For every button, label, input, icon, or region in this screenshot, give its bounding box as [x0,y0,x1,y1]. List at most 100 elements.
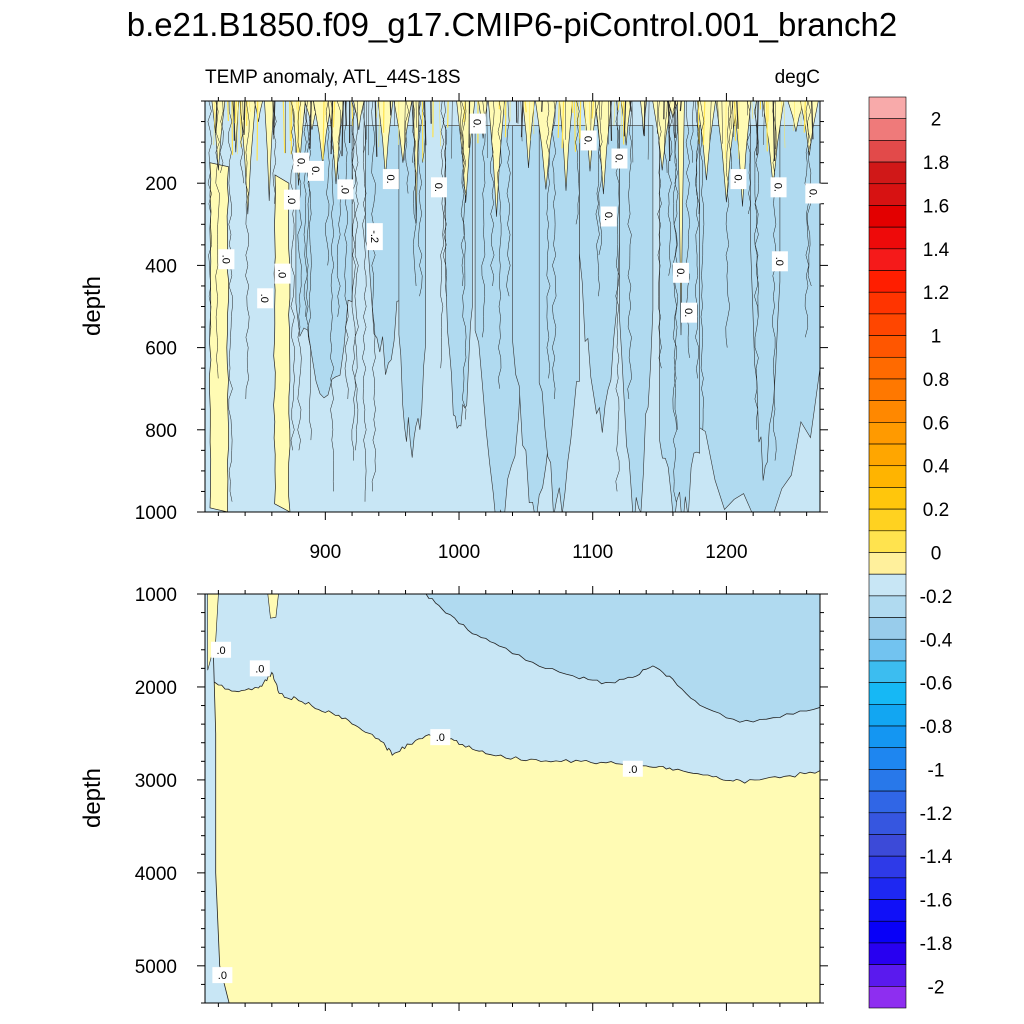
positive-anomaly-spike [715,101,738,203]
surface-variability-line [341,101,344,157]
contour-line [462,101,467,420]
contour-label: .0 [430,729,451,746]
surface-variability-line [363,101,365,153]
surface-variability-line [617,101,620,111]
contour-line [290,101,295,451]
surface-variability-line [763,101,765,145]
colorbar-tick-label: 0 [931,544,942,565]
colorbar-swatch [868,899,907,922]
surface-variability-line [389,101,392,116]
contour-line [330,101,335,492]
svg-text:0.: 0. [674,268,686,277]
svg-text:.0: .0 [338,185,350,194]
colorbar-swatch [868,465,907,488]
surface-variability-line [227,101,229,122]
colorbar-swatch [868,270,907,293]
surface-variability-line [579,101,582,139]
surface-variability-line [616,101,618,150]
contour-line [506,101,511,297]
surface-variability-line [231,101,234,156]
surface-variability-line [766,101,768,152]
surface-variability-line [248,101,251,112]
surface-variability-line [738,101,740,160]
surface-variability-line [517,101,519,124]
colorbar-swatch [868,834,907,857]
contour-label: 0. [307,160,324,181]
contour-label: 0. [770,177,787,198]
surface-variability-line [213,101,216,146]
contour-line [305,101,310,338]
colorbar-swatch [868,986,907,1009]
contour-line [728,101,734,173]
contour-line [481,101,486,338]
surface-variability-line [734,101,737,141]
colorbar-swatch [868,725,907,749]
surface-variability-line [557,101,560,138]
svg-text:.0: .0 [436,732,445,744]
colorbar: 2 1.8 1.6 1.4 1.2 1 0.8 0.6 0.4 0.2 0 -0.2 -0.4 -0.6 -… [868,96,953,1009]
svg-text:-.2: -.2 [368,230,380,243]
colorbar-swatch [868,530,907,553]
surface-variability-line [300,101,302,131]
x-tick-label: 1200 [705,542,747,563]
svg-text:0.: 0. [471,119,483,128]
surface-variability-line [631,101,634,163]
surface-variability-line [313,101,315,111]
surface-variability-line [282,101,286,154]
surface-variability-line [697,101,700,144]
contour-line [228,101,233,502]
contour-line [490,101,495,287]
svg-text:.0: .0 [773,257,785,266]
colorbar-tick-label: 1.6 [923,196,949,217]
positive-anomaly-spike [353,101,365,131]
contour-line [417,101,423,297]
surface-variability-line [709,101,712,142]
contour-label: 0. [580,130,597,151]
svg-text:.0: .0 [285,195,297,204]
colorbar-tick-label: -2 [928,977,945,998]
contour-line [215,101,220,379]
y-tick-label: 4000 [135,864,177,885]
surface-variability-line [767,101,770,122]
surface-variability-line [561,101,565,149]
lower-y-axis-label: depth [79,768,106,828]
surface-variability-line [702,101,706,145]
surface-variability-line [588,101,591,125]
positive-anomaly-region [209,162,230,512]
surface-variability-line [415,101,417,128]
contour-line [219,101,224,173]
colorbar-swatch [868,356,907,380]
svg-text:0.: 0. [772,183,784,192]
surface-variability-line [254,101,256,113]
contour-label: 0. [382,169,399,190]
surface-variability-line [736,101,739,129]
svg-text:.0: .0 [628,764,637,776]
surface-variability-line [520,101,524,138]
surface-variability-line [234,101,237,124]
contour-label: 0. [293,152,310,173]
surface-variability-line [295,101,298,110]
surface-variability-line [376,101,378,118]
surface-variability-line [486,101,488,159]
contour-line [422,101,426,163]
contour-label: .0 [257,288,274,309]
svg-text:0.: 0. [806,189,818,198]
contour-line [239,101,245,184]
positive-anomaly-spike [377,101,394,177]
colorbar-swatch [868,704,907,727]
svg-text:0.: 0. [731,174,743,183]
colorbar-swatch [868,682,907,705]
colorbar-tick-label: 1.8 [923,153,949,174]
surface-variability-line [591,101,595,119]
surface-variability-line [236,101,239,155]
units-label: degC [775,67,820,88]
surface-variability-line [811,101,814,140]
negative-anomaly-region [398,125,426,458]
contour-label: 0. [469,113,486,134]
colorbar-swatch [868,335,907,358]
svg-text:0.: 0. [309,166,321,175]
surface-variability-line [667,101,671,162]
contour-label: .0 [771,251,788,272]
colorbar-tick-label: -0.2 [920,587,953,608]
